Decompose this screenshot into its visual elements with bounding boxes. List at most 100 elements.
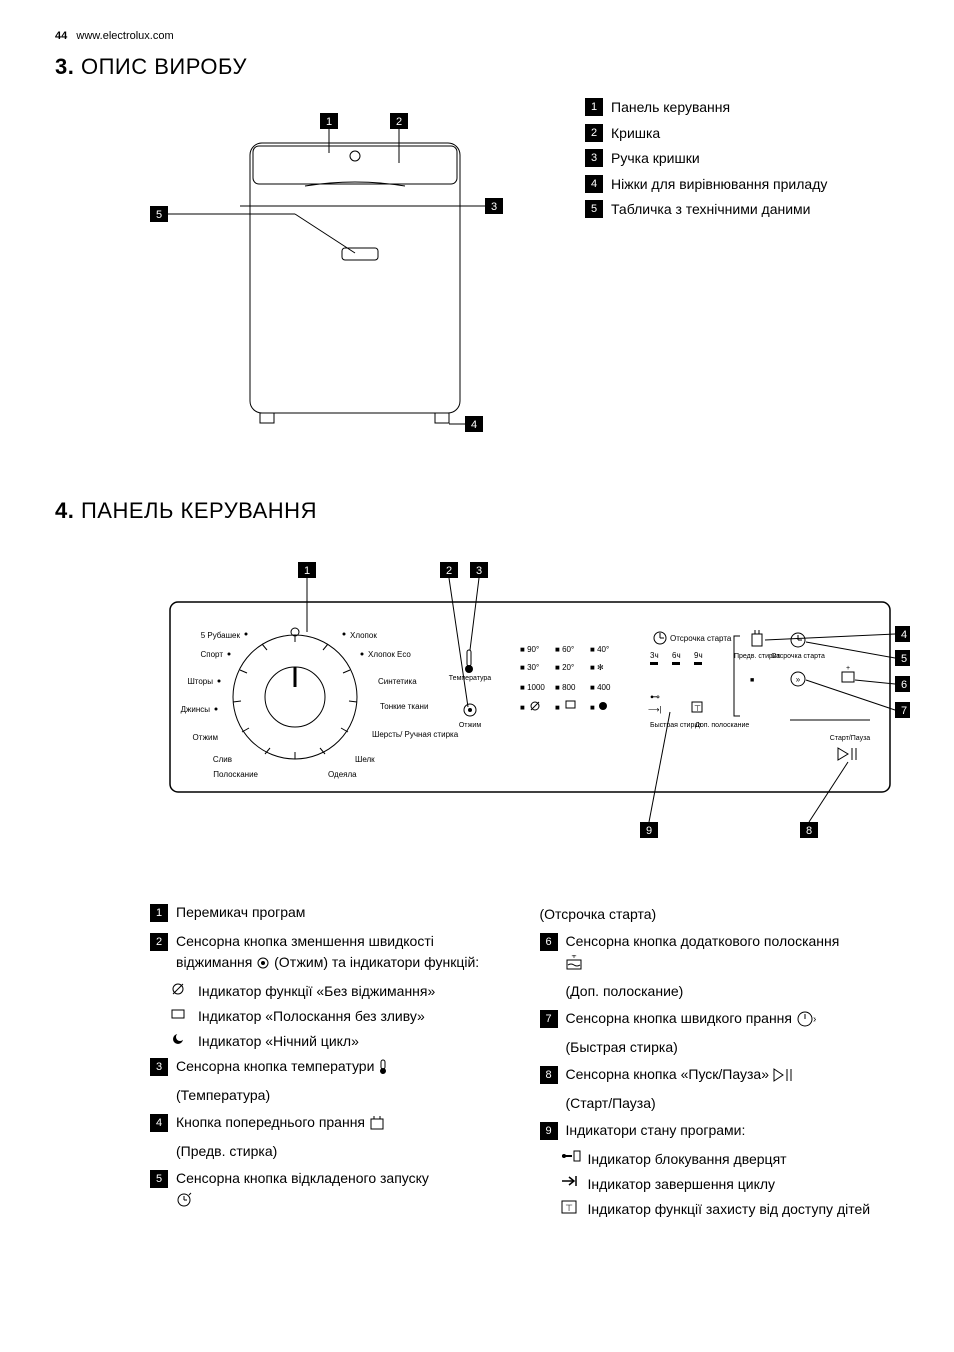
svg-text:3: 3 <box>491 201 497 213</box>
sub-item: ⊤ Індикатор функції захисту від доступу … <box>560 1199 900 1220</box>
svg-text:Быстрая стирка: Быстрая стирка <box>650 722 702 729</box>
sub-item: Індикатор функції «Без віджимання» <box>170 981 510 1002</box>
svg-text:⊤: ⊤ <box>694 704 701 713</box>
doorlock-icon <box>560 1149 582 1170</box>
svg-text:⟶|: ⟶| <box>648 705 662 714</box>
list-item: 6 Сенсорна кнопка додаткового полоскання… <box>540 931 900 973</box>
svg-text:2: 2 <box>396 116 402 128</box>
sub-item: Індикатор «Полоскання без зливу» <box>170 1006 510 1027</box>
spin-icon <box>256 956 270 970</box>
quick-icon: » <box>796 1010 816 1028</box>
svg-text:1: 1 <box>326 116 332 128</box>
svg-text:Шерсть/ Ручная стирка: Шерсть/ Ручная стирка <box>372 730 459 739</box>
svg-text:■ 1000: ■ 1000 <box>520 683 545 692</box>
svg-text:1: 1 <box>304 565 310 577</box>
prewash-icon <box>369 1115 385 1131</box>
svg-text:■ 60°: ■ 60° <box>555 645 574 654</box>
svg-text:Шелк: Шелк <box>355 755 375 764</box>
svg-text:Шторы: Шторы <box>187 677 213 686</box>
svg-text:Хлопок Eco: Хлопок Eco <box>368 650 411 659</box>
svg-text:■ 800: ■ 800 <box>555 683 576 692</box>
svg-text:2: 2 <box>446 565 452 577</box>
svg-text:⊤: ⊤ <box>565 1203 573 1213</box>
night-icon <box>170 1031 192 1052</box>
list-item: 2 Сенсорна кнопка зменшення швидкості ві… <box>150 931 510 973</box>
rinsehold-icon <box>170 1006 192 1027</box>
page-header: 44 www.electrolux.com <box>55 30 899 42</box>
svg-text:7: 7 <box>901 705 907 717</box>
sub-item: Індикатор завершення циклу <box>560 1174 900 1195</box>
svg-text:6ч: 6ч <box>672 651 681 660</box>
page-number: 44 <box>55 30 67 42</box>
list-item: 9 Індикатори стану програми: <box>540 1120 900 1141</box>
svg-text:Старт/Пауза: Старт/Пауза <box>830 735 871 742</box>
nospin-icon <box>170 981 192 1002</box>
svg-text:9ч: 9ч <box>694 651 703 660</box>
svg-text:Отжим: Отжим <box>193 733 218 742</box>
svg-text:⊷: ⊷ <box>650 692 660 703</box>
playpause-icon <box>773 1068 795 1082</box>
svg-text:Джинсы: Джинсы <box>181 705 211 714</box>
svg-text:Полоскание: Полоскание <box>213 770 258 779</box>
legend-item: 4Ніжки для вирівнювання приладу <box>585 175 827 195</box>
section3-legend: 1Панель керування 2Кришка 3Ручка кришки … <box>585 98 827 438</box>
list-item: 7 Сенсорна кнопка швидкого прання » <box>540 1008 900 1029</box>
svg-text:»: » <box>796 675 801 684</box>
svg-text:+: + <box>571 955 576 961</box>
svg-text:Синтетика: Синтетика <box>378 677 417 686</box>
sub-item: Індикатор «Нічний цикл» <box>170 1031 510 1052</box>
legend-item: 5Табличка з технічними даними <box>585 200 827 220</box>
legend-item: 2Кришка <box>585 124 827 144</box>
product-diagram: 1 2 3 5 4 <box>145 98 545 438</box>
svg-text:■ 30°: ■ 30° <box>520 663 539 672</box>
svg-text:3: 3 <box>476 565 482 577</box>
list-item: 4 Кнопка попереднього прання <box>150 1112 510 1133</box>
svg-text:■ 400: ■ 400 <box>590 683 611 692</box>
svg-text:8: 8 <box>806 825 812 837</box>
svg-text:Температура: Температура <box>449 675 492 682</box>
svg-text:■: ■ <box>750 677 754 684</box>
svg-text:Слив: Слив <box>213 755 232 764</box>
legend-item: 3Ручка кришки <box>585 149 827 169</box>
section3-title: 3. ОПИС ВИРОБУ <box>55 54 899 80</box>
svg-text:Спорт: Спорт <box>201 650 224 659</box>
temp-icon <box>378 1059 388 1075</box>
legend-item: 1Панель керування <box>585 98 827 118</box>
svg-text:■ ✻: ■ ✻ <box>590 663 604 672</box>
svg-text:Тонкие ткани: Тонкие ткани <box>380 702 428 711</box>
svg-text:5: 5 <box>901 653 907 665</box>
childlock-icon: ⊤ <box>560 1199 582 1220</box>
sub-item: Індикатор блокування дверцят <box>560 1149 900 1170</box>
delay-icon <box>176 1192 192 1208</box>
endcycle-icon <box>560 1174 582 1195</box>
svg-text:»: » <box>813 1014 816 1025</box>
svg-text:Одеяла: Одеяла <box>328 770 357 779</box>
list-item: 1 Перемикач програм <box>150 902 510 923</box>
svg-text:Доп. полоскание: Доп. полоскание <box>695 722 749 729</box>
list-item: 3 Сенсорна кнопка температури <box>150 1056 510 1077</box>
section4-title: 4. ПАНЕЛЬ КЕРУВАННЯ <box>55 498 899 524</box>
list-item: 5 Сенсорна кнопка відкладеного запуску <box>150 1168 510 1210</box>
extrarinse-icon: + <box>566 955 584 971</box>
svg-text:■: ■ <box>520 703 525 712</box>
svg-text:4: 4 <box>901 629 907 641</box>
svg-text:■ 40°: ■ 40° <box>590 645 609 654</box>
svg-text:9: 9 <box>646 825 652 837</box>
svg-text:■ 90°: ■ 90° <box>520 645 539 654</box>
svg-text:Хлопок: Хлопок <box>350 631 377 640</box>
svg-text:■: ■ <box>590 703 595 712</box>
svg-text:6: 6 <box>901 679 907 691</box>
svg-text:Отсрочка старта: Отсрочка старта <box>771 653 825 660</box>
list-item: 8 Сенсорна кнопка «Пуск/Пауза» <box>540 1064 900 1085</box>
svg-text:■: ■ <box>555 703 560 712</box>
svg-text:5 Рубашек: 5 Рубашек <box>201 631 241 640</box>
svg-text:Отсрочка старта: Отсрочка старта <box>670 634 732 643</box>
svg-text:■ 20°: ■ 20° <box>555 663 574 672</box>
svg-text:3ч: 3ч <box>650 651 659 660</box>
control-panel-figure: 5 Рубашек Спорт Шторы Джинсы Отжим Слив … <box>150 542 899 872</box>
svg-text:Отжим: Отжим <box>459 722 481 729</box>
svg-text:5: 5 <box>156 209 162 221</box>
svg-text:4: 4 <box>471 419 477 431</box>
section4-list: 1 Перемикач програм 2 Сенсорна кнопка зм… <box>150 902 899 1224</box>
site-url: www.electrolux.com <box>76 30 173 42</box>
